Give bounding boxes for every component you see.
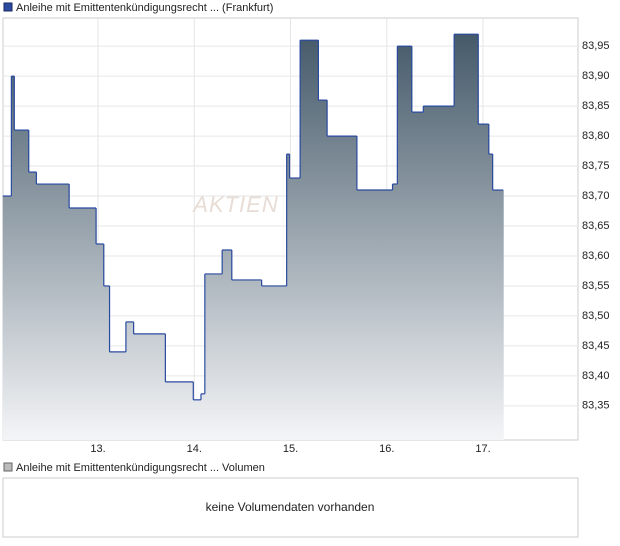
area-segment bbox=[318, 100, 328, 440]
x-tick-label: 16. bbox=[379, 443, 394, 455]
area-segment bbox=[133, 333, 166, 440]
area-segment bbox=[231, 279, 263, 440]
y-tick-label: 83,45 bbox=[582, 340, 610, 352]
area-segment bbox=[14, 130, 30, 440]
legend-swatch bbox=[3, 462, 13, 472]
area-segment bbox=[300, 40, 319, 440]
area-segment bbox=[454, 34, 479, 440]
y-tick-label: 83,95 bbox=[582, 40, 610, 52]
y-tick-label: 83,55 bbox=[582, 280, 610, 292]
legend-label: Anleihe mit Emittentenkündigungsrecht ..… bbox=[16, 462, 265, 474]
y-tick-label: 83,40 bbox=[582, 370, 610, 382]
x-tick-label: 17. bbox=[475, 443, 490, 455]
area-segment bbox=[222, 249, 233, 440]
area-segment bbox=[356, 190, 394, 440]
area-segment bbox=[261, 285, 288, 440]
y-tick-label: 83,75 bbox=[582, 160, 610, 172]
y-tick-label: 83,60 bbox=[582, 250, 610, 262]
y-tick-label: 83,50 bbox=[582, 310, 610, 322]
area-segment bbox=[411, 112, 424, 441]
area-segment bbox=[125, 321, 135, 440]
area-segment bbox=[69, 208, 97, 440]
area-segment bbox=[193, 399, 202, 440]
y-tick-label: 83,90 bbox=[582, 70, 610, 82]
area-segment bbox=[488, 154, 494, 440]
area-segment bbox=[286, 154, 291, 440]
y-tick-label: 83,35 bbox=[582, 400, 610, 412]
area-segment bbox=[478, 124, 490, 441]
area-segment bbox=[103, 285, 111, 440]
area-segment bbox=[397, 46, 413, 441]
area-segment bbox=[109, 351, 127, 440]
x-tick-label: 13. bbox=[90, 443, 105, 455]
area-segment bbox=[36, 184, 70, 440]
area-segment bbox=[423, 106, 455, 440]
legend-label: Anleihe mit Emittentenkündigungsrecht ..… bbox=[16, 2, 273, 14]
area-segment bbox=[289, 178, 301, 441]
watermark: AKTIEN bbox=[191, 192, 278, 217]
area-segment bbox=[204, 273, 223, 440]
x-tick-label: 15. bbox=[283, 443, 298, 455]
area-segment bbox=[327, 136, 358, 440]
volume-message: keine Volumendaten vorhanden bbox=[206, 500, 375, 514]
area-segment bbox=[28, 172, 37, 441]
area-segment bbox=[2, 196, 12, 440]
x-tick-label: 14. bbox=[187, 443, 202, 455]
legend-swatch bbox=[3, 2, 13, 12]
area-segment bbox=[165, 381, 194, 440]
area-segment bbox=[492, 190, 504, 440]
y-tick-label: 83,80 bbox=[582, 130, 610, 142]
y-tick-label: 83,70 bbox=[582, 190, 610, 202]
area-segment bbox=[96, 243, 105, 440]
area-segment bbox=[11, 76, 15, 440]
y-tick-label: 83,85 bbox=[582, 100, 610, 112]
area-segment bbox=[392, 184, 398, 440]
area-segment bbox=[200, 393, 206, 440]
y-tick-label: 83,65 bbox=[582, 220, 610, 232]
volume-frame bbox=[2, 477, 579, 538]
